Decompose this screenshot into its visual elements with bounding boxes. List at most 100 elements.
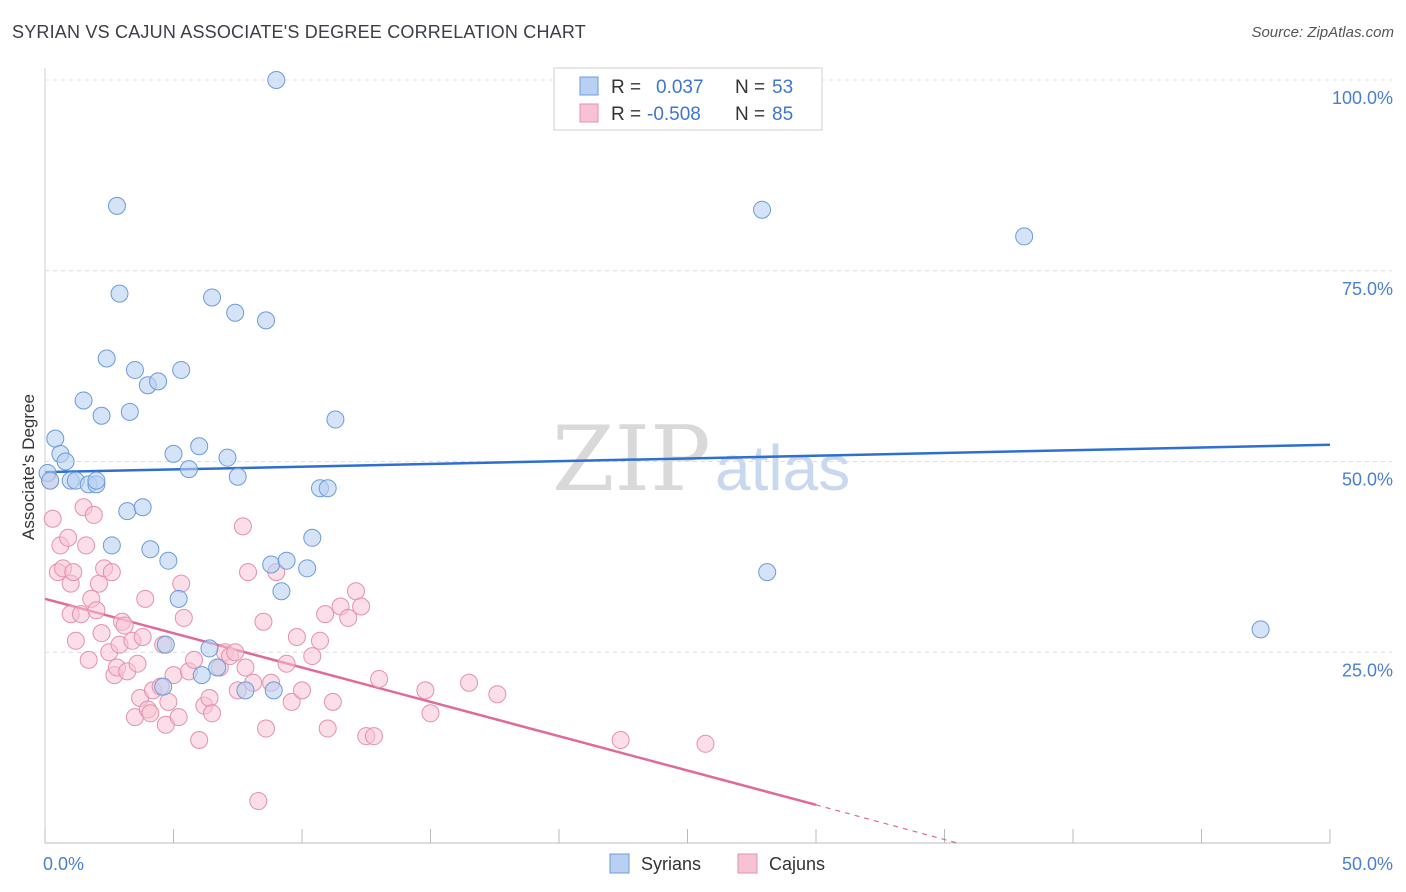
legend-n-label-cajuns: N =: [735, 104, 765, 125]
syrian-point: [156, 635, 175, 654]
cajun-point: [66, 631, 85, 650]
syrian-point: [179, 460, 198, 479]
syrian-point: [87, 471, 106, 490]
cajun-point: [293, 681, 311, 700]
syrian-point: [226, 303, 245, 322]
syrian-point: [203, 288, 222, 307]
cajun-point: [696, 734, 715, 753]
cajun-point: [257, 719, 276, 738]
legend-n-value-syrians: 53: [772, 77, 793, 98]
cajun-point: [185, 650, 204, 669]
syrian-point: [262, 555, 281, 574]
cajun-point: [282, 692, 301, 711]
syrian-point: [758, 563, 777, 582]
bottom-legend-swatch-syrians: [609, 853, 630, 874]
syrian-point: [267, 71, 286, 89]
cajun-point: [71, 605, 90, 624]
cajun-point: [59, 528, 78, 547]
syrian-point: [149, 372, 168, 391]
syrian-point: [46, 429, 65, 448]
bottom-legend: Syrians Cajuns: [609, 853, 825, 874]
syrian-point: [753, 200, 772, 219]
cajun-point: [84, 505, 103, 524]
syrian-point: [1015, 227, 1034, 246]
cajun-point: [277, 654, 296, 673]
cajun-point: [287, 627, 306, 646]
syrian-point: [272, 582, 291, 601]
chart-title: SYRIAN VS CAJUN ASSOCIATE'S DEGREE CORRE…: [12, 22, 586, 42]
legend-swatch-syrians: [579, 76, 599, 96]
syrian-point: [92, 406, 111, 425]
cajun-point: [133, 627, 152, 646]
cajuns-trend-extension: [815, 804, 958, 844]
watermark-atlas: atlas: [715, 432, 850, 504]
syrian-point: [133, 498, 152, 517]
syrian-point: [56, 452, 75, 471]
syrian-point: [208, 658, 227, 677]
legend-r-label-cajuns: R =: [611, 104, 641, 125]
syrian-point: [74, 391, 93, 410]
syrian-point: [125, 360, 144, 379]
cajun-point: [226, 643, 245, 662]
syrian-point: [257, 311, 276, 330]
syrian-point: [236, 681, 255, 700]
cajun-point: [169, 708, 188, 727]
y-tick-label: 100.0%: [1332, 88, 1393, 108]
syrian-point: [277, 551, 296, 570]
syrian-point: [190, 437, 209, 456]
syrian-point: [228, 467, 247, 486]
syrian-point: [169, 589, 188, 608]
x-tick-label-min: 0.0%: [43, 854, 84, 874]
cajun-point: [364, 727, 383, 746]
cajun-point: [64, 563, 83, 582]
syrian-point: [159, 551, 178, 570]
cajun-point: [141, 704, 160, 723]
cajun-point: [323, 692, 342, 711]
cajun-point: [136, 589, 155, 608]
tick-labels: 25.0% 50.0% 75.0% 100.0% 0.0% 50.0%: [43, 88, 1393, 874]
y-tick-label: 50.0%: [1342, 470, 1393, 490]
syrian-point: [102, 536, 121, 555]
syrian-point: [303, 528, 322, 547]
cajun-point: [87, 601, 106, 620]
cajun-point: [233, 517, 252, 536]
legend-n-label-syrians: N =: [735, 77, 765, 98]
syrians-trend-line: [44, 443, 1331, 474]
syrian-point: [97, 349, 116, 368]
syrian-point: [154, 677, 173, 696]
syrian-point: [200, 639, 219, 658]
cajun-point: [316, 605, 335, 624]
legend-box: R = 0.037 N = 53 R = -0.508 N = 85: [553, 67, 823, 131]
cajun-point: [416, 681, 435, 700]
syrian-point: [141, 540, 160, 559]
cajun-point: [174, 608, 193, 627]
syrian-point: [326, 410, 345, 429]
syrian-point: [110, 284, 129, 303]
syrian-point: [218, 448, 237, 467]
y-tick-label: 75.0%: [1342, 279, 1393, 299]
cajun-point: [190, 730, 209, 749]
cajun-point: [236, 658, 255, 677]
cajun-point: [79, 650, 98, 669]
syrian-point: [1251, 620, 1270, 639]
bottom-legend-syrians: Syrians: [641, 854, 701, 874]
bottom-legend-cajuns: Cajuns: [769, 854, 825, 874]
cajun-point: [254, 612, 273, 631]
source-credit: Source: ZipAtlas.com: [1251, 24, 1394, 41]
syrian-point: [120, 402, 139, 421]
cajun-point: [43, 509, 62, 528]
cajun-point: [249, 792, 268, 811]
cajun-point: [239, 563, 258, 582]
syrian-point: [318, 479, 337, 498]
y-tick-label: 25.0%: [1342, 660, 1393, 680]
syrian-point: [172, 360, 191, 379]
y-axis-label: Associate's Degree: [19, 394, 38, 540]
cajun-point: [172, 574, 191, 593]
cajun-point: [159, 692, 178, 711]
legend-swatch-cajuns: [579, 103, 599, 123]
cajun-point: [318, 719, 337, 738]
cajun-point: [128, 654, 147, 673]
cajun-point: [339, 608, 358, 627]
legend-r-label-syrians: R =: [611, 77, 641, 98]
